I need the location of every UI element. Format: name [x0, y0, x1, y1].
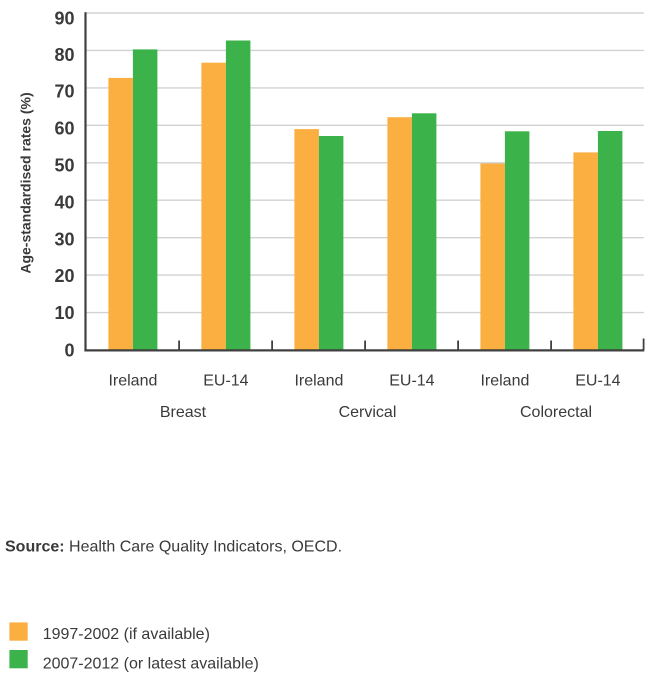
svg-text:50: 50 — [54, 156, 74, 176]
svg-text:EU-14: EU-14 — [389, 373, 434, 390]
svg-text:40: 40 — [54, 192, 74, 212]
svg-text:10: 10 — [54, 303, 74, 323]
svg-text:Cervical: Cervical — [339, 404, 397, 421]
svg-text:Ireland: Ireland — [108, 373, 157, 390]
svg-text:2007-2012 (or latest available: 2007-2012 (or latest available) — [43, 655, 259, 672]
svg-text:90: 90 — [54, 9, 74, 29]
svg-text:20: 20 — [54, 266, 74, 286]
svg-text:Ireland: Ireland — [480, 373, 529, 390]
svg-text:1997-2002 (if available): 1997-2002 (if available) — [43, 626, 210, 643]
svg-text:Source: Health Care Quality In: Source: Health Care Quality Indicators, … — [5, 539, 342, 556]
svg-text:EU-14: EU-14 — [203, 373, 248, 390]
svg-text:30: 30 — [54, 229, 74, 249]
svg-text:0: 0 — [64, 340, 74, 360]
svg-text:EU-14: EU-14 — [575, 373, 620, 390]
svg-text:Breast: Breast — [160, 404, 207, 421]
svg-text:70: 70 — [54, 82, 74, 102]
svg-text:Colorectal: Colorectal — [520, 404, 592, 421]
svg-text:60: 60 — [54, 119, 74, 139]
svg-text:Age-standardised rates (%): Age-standardised rates (%) — [18, 92, 34, 273]
svg-text:80: 80 — [54, 45, 74, 65]
svg-text:Ireland: Ireland — [294, 373, 343, 390]
